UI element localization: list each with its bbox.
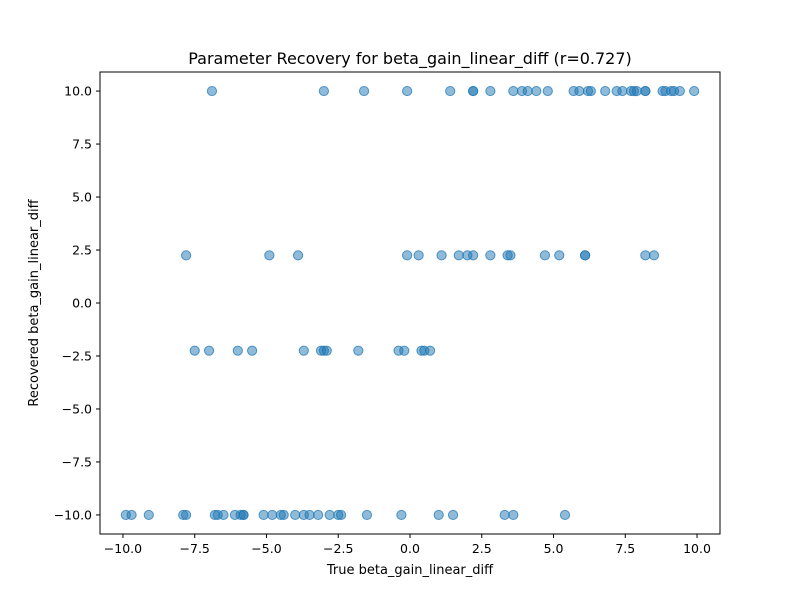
- data-point-10: [522, 85, 533, 97]
- data-point-3: [402, 85, 413, 97]
- data-point-56: [321, 345, 332, 356]
- y-tick-label-6: 5.0: [72, 190, 92, 205]
- data-point-88: [433, 509, 444, 521]
- data-point-87: [396, 509, 407, 521]
- data-point-48: [648, 250, 660, 261]
- data-point-89: [447, 509, 459, 521]
- x-tick-label-1: −7.5: [180, 541, 210, 556]
- data-point-59: [399, 345, 410, 356]
- data-point-52: [247, 345, 258, 356]
- data-point-70: [218, 509, 229, 521]
- data-point-49: [189, 345, 200, 356]
- data-point-22: [631, 85, 642, 97]
- data-point-83: [324, 509, 335, 521]
- data-point-75: [258, 509, 269, 521]
- points-layer: [120, 85, 700, 521]
- data-point-17: [600, 85, 611, 97]
- x-tick-label-4: 0.0: [400, 541, 420, 556]
- data-point-74: [238, 509, 249, 521]
- data-point-33: [292, 250, 304, 261]
- data-point-34: [402, 250, 413, 261]
- x-tick-label-8: 10.0: [683, 541, 711, 556]
- y-tick-label-0: −10.0: [54, 507, 92, 522]
- data-point-30: [689, 85, 700, 97]
- data-point-53: [298, 345, 309, 356]
- data-point-43: [539, 250, 551, 261]
- y-tick-label-3: −2.5: [62, 348, 92, 363]
- data-point-2: [358, 85, 370, 97]
- y-axis-label: Recovered beta_gain_linear_diff: [27, 198, 42, 406]
- data-point-76: [267, 509, 278, 521]
- x-tick-label-7: 7.5: [615, 541, 635, 556]
- data-point-57: [353, 345, 364, 356]
- data-point-91: [508, 509, 519, 521]
- data-point-67: [181, 509, 192, 521]
- data-point-81: [304, 509, 315, 521]
- data-point-29: [674, 85, 685, 97]
- data-point-1: [318, 85, 329, 97]
- x-axis-ticks: −10.0 −7.5 −5.0 −2.5 0.0 2.5 5.0 7.5 10.0: [104, 534, 711, 556]
- data-point-40: [485, 250, 496, 261]
- y-tick-label-8: 10.0: [64, 84, 92, 99]
- data-point-7: [485, 85, 496, 97]
- data-point-12: [542, 85, 553, 97]
- data-point-8: [508, 85, 519, 97]
- data-point-37: [453, 250, 464, 261]
- data-point-78: [278, 509, 289, 521]
- x-tick-label-3: −2.5: [323, 541, 353, 556]
- data-point-86: [361, 509, 373, 521]
- y-axis-ticks: −10.0 −7.5 −5.0 −2.5 0.0 2.5 5.0 7.5 10.0: [54, 84, 100, 522]
- data-point-6: [468, 85, 479, 97]
- data-point-46: [579, 250, 591, 261]
- data-point-92: [559, 509, 571, 521]
- data-point-36: [436, 250, 447, 261]
- x-tick-label-5: 2.5: [472, 541, 492, 556]
- data-point-14: [574, 85, 585, 97]
- data-point-47: [640, 250, 651, 261]
- data-point-24: [640, 85, 651, 97]
- data-point-44: [554, 250, 565, 261]
- data-point-39: [468, 250, 479, 261]
- y-tick-label-7: 7.5: [72, 137, 92, 152]
- data-point-35: [413, 250, 424, 261]
- y-tick-label-1: −7.5: [62, 454, 92, 469]
- data-point-62: [424, 345, 436, 356]
- data-point-65: [143, 509, 154, 521]
- data-point-85: [336, 509, 347, 521]
- x-tick-label-2: −5.0: [251, 541, 281, 556]
- data-point-79: [290, 509, 301, 521]
- y-tick-label-5: 2.5: [72, 243, 92, 258]
- data-point-16: [585, 85, 596, 97]
- x-tick-label-6: 5.0: [544, 541, 564, 556]
- data-point-51: [232, 345, 243, 356]
- data-point-4: [445, 85, 456, 97]
- data-point-42: [505, 250, 516, 261]
- x-tick-label-0: −10.0: [104, 541, 142, 556]
- y-tick-label-2: −5.0: [62, 401, 92, 416]
- x-axis-label: True beta_gain_linear_diff: [326, 563, 494, 578]
- data-point-82: [313, 509, 324, 521]
- data-point-90: [499, 509, 510, 521]
- chart-title: Parameter Recovery for beta_gain_linear_…: [188, 49, 632, 69]
- data-point-50: [203, 345, 215, 356]
- data-point-11: [531, 85, 542, 97]
- data-point-31: [181, 250, 192, 261]
- data-point-32: [264, 250, 275, 261]
- y-tick-label-4: 0.0: [72, 296, 92, 311]
- data-point-0: [206, 85, 218, 97]
- data-point-19: [617, 85, 628, 97]
- data-point-64: [126, 509, 137, 521]
